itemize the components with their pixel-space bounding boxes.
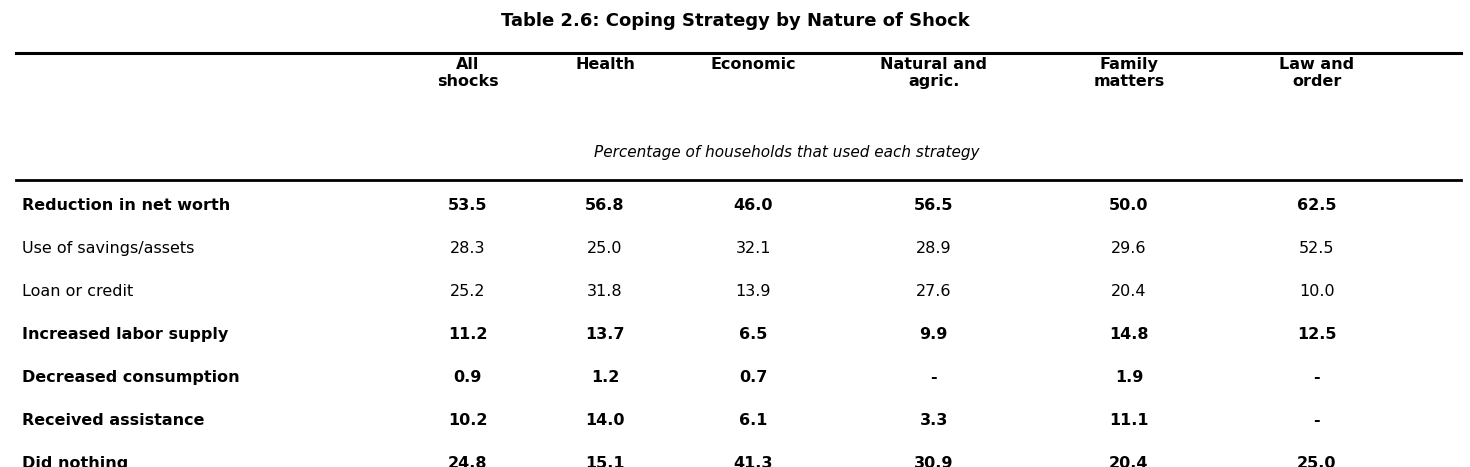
Text: 53.5: 53.5 — [448, 198, 488, 212]
Text: Table 2.6: Coping Strategy by Nature of Shock: Table 2.6: Coping Strategy by Nature of … — [501, 12, 969, 30]
Text: 62.5: 62.5 — [1297, 198, 1336, 212]
Text: -: - — [1313, 369, 1320, 384]
Text: Percentage of households that used each strategy: Percentage of households that used each … — [594, 145, 979, 161]
Text: 14.8: 14.8 — [1110, 326, 1148, 341]
Text: 0.9: 0.9 — [454, 369, 482, 384]
Text: 13.9: 13.9 — [735, 283, 770, 298]
Text: 25.2: 25.2 — [450, 283, 485, 298]
Text: 29.6: 29.6 — [1111, 241, 1147, 255]
Text: Loan or credit: Loan or credit — [22, 283, 134, 298]
Text: 1.2: 1.2 — [591, 369, 619, 384]
Text: 56.5: 56.5 — [914, 198, 954, 212]
Text: 14.0: 14.0 — [585, 412, 625, 427]
Text: 28.9: 28.9 — [916, 241, 951, 255]
Text: Natural and
agric.: Natural and agric. — [881, 57, 988, 89]
Text: Family
matters: Family matters — [1094, 57, 1164, 89]
Text: 20.4: 20.4 — [1110, 455, 1148, 467]
Text: 24.8: 24.8 — [448, 455, 488, 467]
Text: 1.9: 1.9 — [1114, 369, 1144, 384]
Text: Decreased consumption: Decreased consumption — [22, 369, 240, 384]
Text: 13.7: 13.7 — [585, 326, 625, 341]
Text: 46.0: 46.0 — [734, 198, 773, 212]
Text: 9.9: 9.9 — [920, 326, 948, 341]
Text: Use of savings/assets: Use of savings/assets — [22, 241, 194, 255]
Text: 11.1: 11.1 — [1110, 412, 1148, 427]
Text: 25.0: 25.0 — [1297, 455, 1336, 467]
Text: Received assistance: Received assistance — [22, 412, 204, 427]
Text: 50.0: 50.0 — [1110, 198, 1148, 212]
Text: 27.6: 27.6 — [916, 283, 951, 298]
Text: 0.7: 0.7 — [739, 369, 767, 384]
Text: Health: Health — [575, 57, 635, 72]
Text: Did nothing: Did nothing — [22, 455, 128, 467]
Text: All
shocks: All shocks — [437, 57, 498, 89]
Text: 20.4: 20.4 — [1111, 283, 1147, 298]
Text: Increased labor supply: Increased labor supply — [22, 326, 228, 341]
Text: 52.5: 52.5 — [1299, 241, 1335, 255]
Text: 30.9: 30.9 — [914, 455, 954, 467]
Text: 28.3: 28.3 — [450, 241, 485, 255]
Text: -: - — [931, 369, 936, 384]
Text: 10.2: 10.2 — [448, 412, 488, 427]
Text: Law and
order: Law and order — [1279, 57, 1354, 89]
Text: 6.5: 6.5 — [739, 326, 767, 341]
Text: 56.8: 56.8 — [585, 198, 625, 212]
Text: 25.0: 25.0 — [587, 241, 623, 255]
Text: 10.0: 10.0 — [1299, 283, 1335, 298]
Text: 12.5: 12.5 — [1297, 326, 1336, 341]
Text: 15.1: 15.1 — [585, 455, 625, 467]
Text: Reduction in net worth: Reduction in net worth — [22, 198, 231, 212]
Text: 32.1: 32.1 — [735, 241, 770, 255]
Text: 11.2: 11.2 — [448, 326, 488, 341]
Text: -: - — [1313, 412, 1320, 427]
Text: 3.3: 3.3 — [920, 412, 948, 427]
Text: 41.3: 41.3 — [734, 455, 773, 467]
Text: Economic: Economic — [710, 57, 795, 72]
Text: 6.1: 6.1 — [739, 412, 767, 427]
Text: 31.8: 31.8 — [587, 283, 623, 298]
